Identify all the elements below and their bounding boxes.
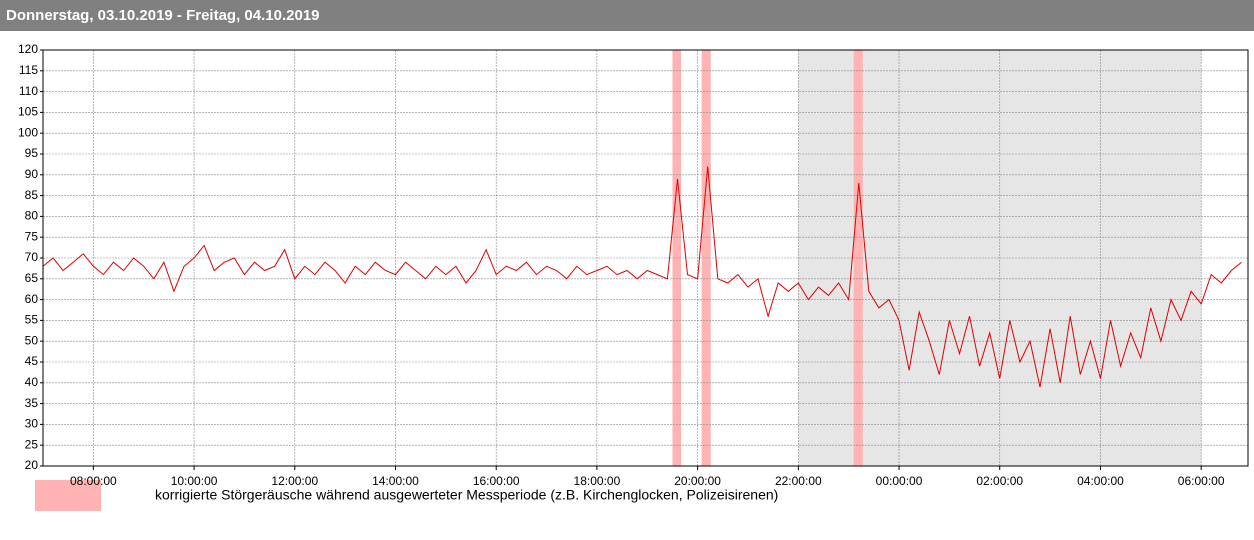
legend-text: korrigierte Störgeräusche während ausgew…: [155, 487, 778, 503]
y-tick-label: 85: [25, 188, 39, 202]
y-tick-label: 25: [25, 437, 39, 451]
y-tick-label: 120: [18, 42, 38, 56]
y-tick-label: 50: [25, 333, 39, 347]
x-tick-label: 08:00:00: [70, 474, 117, 488]
y-tick-label: 90: [25, 167, 39, 181]
y-tick-label: 95: [25, 146, 39, 160]
y-tick-label: 100: [18, 125, 38, 139]
y-tick-label: 110: [19, 84, 38, 98]
y-tick-label: 80: [25, 209, 39, 223]
x-tick-label: 04:00:00: [1077, 474, 1124, 488]
header-bar: [0, 0, 1254, 31]
x-tick-label: 06:00:00: [1178, 474, 1225, 488]
x-tick-label: 02:00:00: [976, 474, 1023, 488]
y-tick-label: 115: [19, 63, 38, 77]
x-tick-label: 10:00:00: [171, 474, 218, 488]
x-tick-label: 18:00:00: [574, 474, 621, 488]
x-tick-label: 00:00:00: [876, 474, 923, 488]
x-tick-label: 16:00:00: [473, 474, 520, 488]
y-tick-label: 70: [25, 250, 39, 264]
x-tick-label: 20:00:00: [674, 474, 721, 488]
y-tick-label: 60: [25, 292, 39, 306]
y-tick-label: 65: [25, 271, 39, 285]
y-tick-label: 35: [25, 396, 39, 410]
x-tick-label: 14:00:00: [372, 474, 419, 488]
y-tick-label: 30: [25, 417, 39, 431]
y-tick-label: 20: [25, 458, 39, 472]
y-tick-label: 75: [25, 229, 39, 243]
y-tick-label: 55: [25, 313, 39, 327]
x-tick-label: 12:00:00: [271, 474, 318, 488]
chart-title: Donnerstag, 03.10.2019 - Freitag, 04.10.…: [6, 7, 320, 24]
y-tick-label: 45: [25, 354, 39, 368]
plot-frame: [42, 49, 1249, 467]
noise-band: [853, 50, 863, 466]
y-tick-label: 40: [25, 375, 39, 389]
x-tick-label: 22:00:00: [775, 474, 822, 488]
level-line: [42, 166, 1242, 388]
y-tick-label: 105: [18, 105, 38, 119]
legend-swatch: [35, 480, 101, 511]
